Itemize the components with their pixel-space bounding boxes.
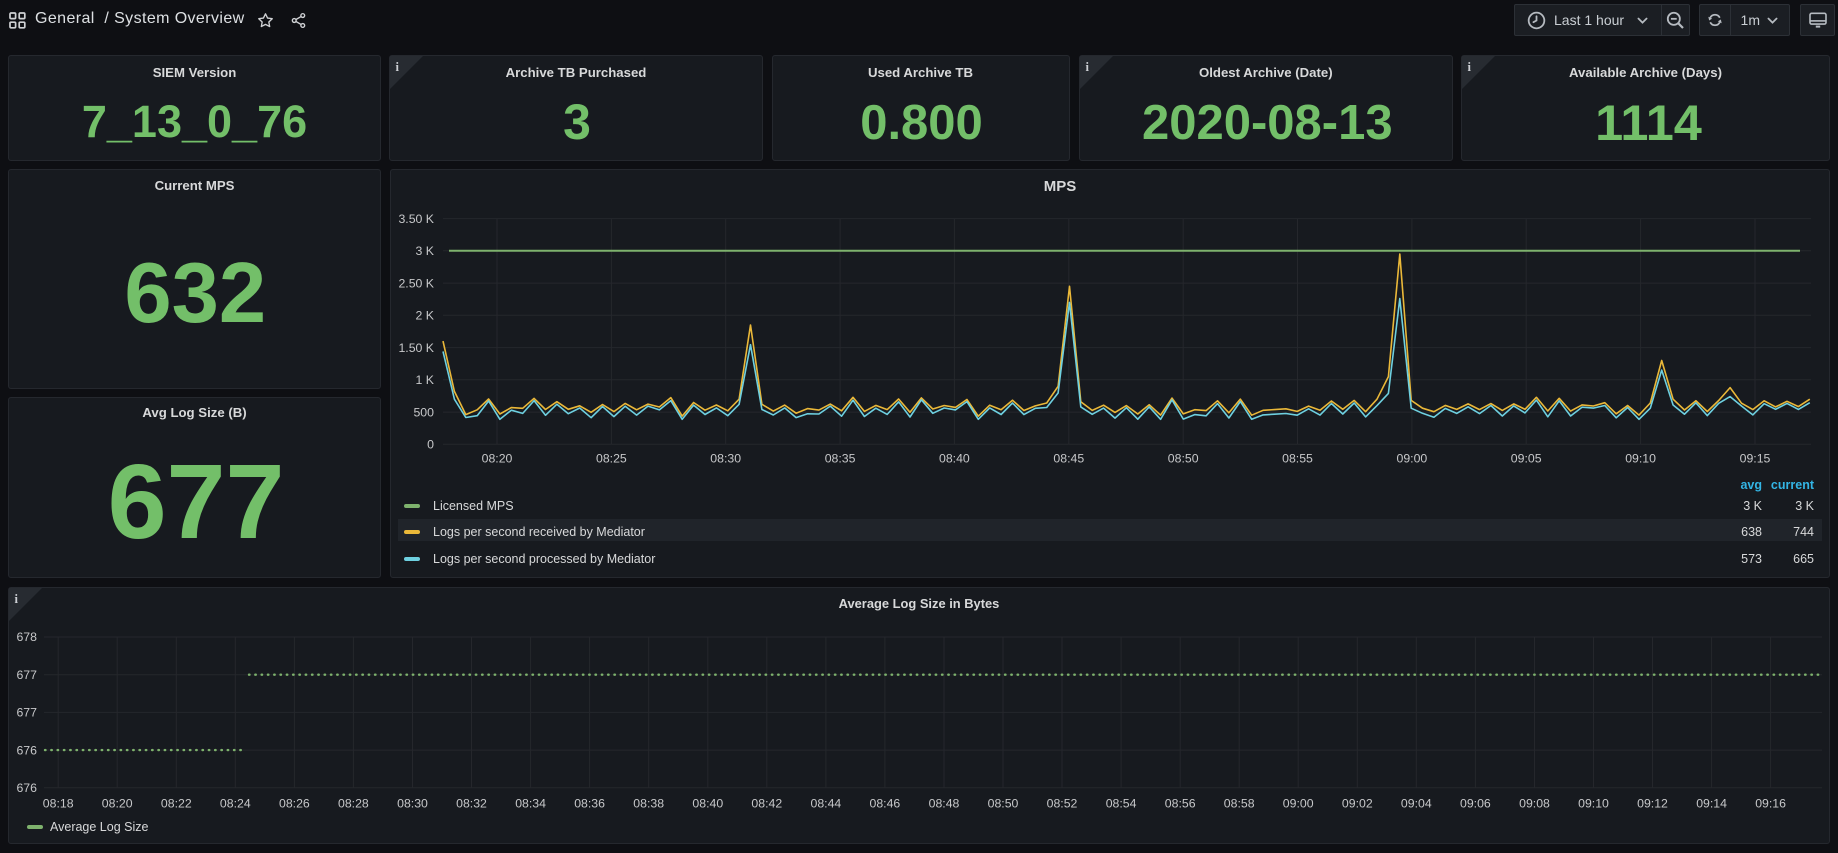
svg-text:3.50 K: 3.50 K <box>398 212 434 226</box>
svg-text:08:40: 08:40 <box>692 797 723 811</box>
svg-text:08:56: 08:56 <box>1165 797 1196 811</box>
svg-text:i: i <box>1468 60 1472 74</box>
svg-text:676: 676 <box>16 781 37 795</box>
svg-text:08:42: 08:42 <box>751 797 782 811</box>
svg-text:500: 500 <box>413 405 434 419</box>
svg-text:08:44: 08:44 <box>811 797 842 811</box>
svg-text:09:06: 09:06 <box>1460 797 1491 811</box>
svg-text:08:52: 08:52 <box>1047 797 1078 811</box>
svg-text:09:05: 09:05 <box>1511 452 1542 466</box>
svg-text:08:18: 08:18 <box>43 797 74 811</box>
svg-text:09:10: 09:10 <box>1578 797 1609 811</box>
svg-text:08:38: 08:38 <box>633 797 664 811</box>
svg-text:08:22: 08:22 <box>161 797 192 811</box>
svg-text:676: 676 <box>16 743 37 757</box>
svg-text:1.50 K: 1.50 K <box>398 341 434 355</box>
svg-text:678: 678 <box>16 630 37 644</box>
svg-text:08:45: 08:45 <box>1053 452 1084 466</box>
svg-text:i: i <box>1085 60 1089 74</box>
svg-text:08:20: 08:20 <box>102 797 133 811</box>
svg-text:09:15: 09:15 <box>1740 452 1771 466</box>
svg-text:08:58: 08:58 <box>1224 797 1255 811</box>
svg-text:09:02: 09:02 <box>1342 797 1373 811</box>
svg-text:09:00: 09:00 <box>1397 452 1428 466</box>
svg-text:08:54: 08:54 <box>1106 797 1137 811</box>
svg-text:08:30: 08:30 <box>710 452 741 466</box>
svg-text:2 K: 2 K <box>416 309 435 323</box>
svg-text:i: i <box>396 60 400 74</box>
svg-text:09:04: 09:04 <box>1401 797 1432 811</box>
svg-text:09:14: 09:14 <box>1696 797 1727 811</box>
svg-text:08:32: 08:32 <box>456 797 487 811</box>
svg-text:1 K: 1 K <box>416 373 435 387</box>
svg-text:08:55: 08:55 <box>1282 452 1313 466</box>
svg-text:677: 677 <box>16 668 37 682</box>
svg-text:09:12: 09:12 <box>1637 797 1668 811</box>
svg-text:08:28: 08:28 <box>338 797 369 811</box>
svg-text:2.50 K: 2.50 K <box>398 276 434 290</box>
svg-text:08:26: 08:26 <box>279 797 310 811</box>
svg-text:09:00: 09:00 <box>1283 797 1314 811</box>
svg-text:i: i <box>15 592 19 606</box>
svg-text:08:48: 08:48 <box>929 797 960 811</box>
svg-text:08:24: 08:24 <box>220 797 251 811</box>
svg-text:08:30: 08:30 <box>397 797 428 811</box>
svg-text:677: 677 <box>16 706 37 720</box>
svg-text:09:10: 09:10 <box>1625 452 1656 466</box>
svg-text:09:08: 09:08 <box>1519 797 1550 811</box>
svg-text:08:20: 08:20 <box>482 452 513 466</box>
svg-text:08:34: 08:34 <box>515 797 546 811</box>
svg-text:08:50: 08:50 <box>1168 452 1199 466</box>
svg-text:09:16: 09:16 <box>1755 797 1786 811</box>
svg-text:08:46: 08:46 <box>870 797 901 811</box>
svg-text:3 K: 3 K <box>416 244 435 258</box>
svg-text:08:35: 08:35 <box>825 452 856 466</box>
svg-text:08:40: 08:40 <box>939 452 970 466</box>
svg-text:08:50: 08:50 <box>988 797 1019 811</box>
svg-text:08:25: 08:25 <box>596 452 627 466</box>
svg-text:0: 0 <box>427 438 434 452</box>
svg-text:08:36: 08:36 <box>574 797 605 811</box>
